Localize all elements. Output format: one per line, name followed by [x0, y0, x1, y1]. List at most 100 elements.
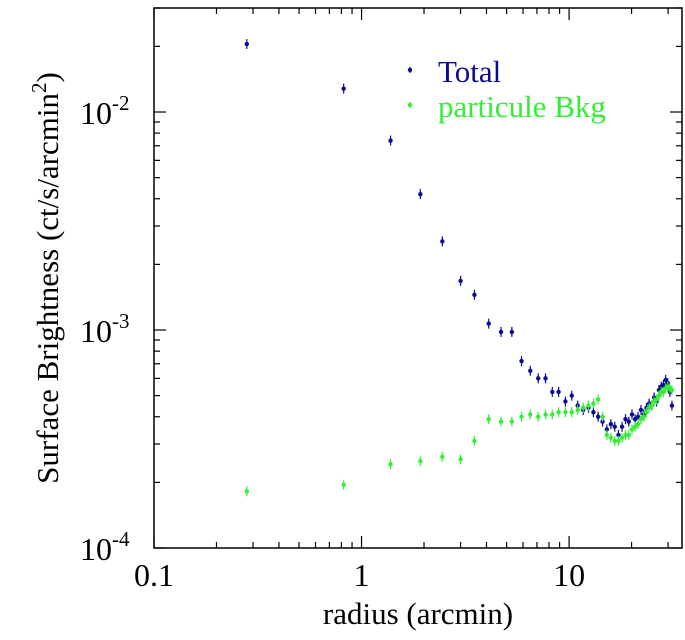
- data-point: [536, 414, 541, 419]
- data-point: [472, 292, 477, 298]
- legend-label-total: Total: [438, 54, 501, 89]
- data-point: [418, 191, 423, 197]
- legend-entry-total: Total: [407, 54, 501, 89]
- data-point: [591, 401, 596, 406]
- y-axis-title-exponent: 2: [27, 82, 51, 93]
- data-point: [623, 432, 628, 438]
- data-point: [498, 419, 504, 424]
- x-tick-label: 1: [354, 557, 370, 593]
- data-point: [440, 239, 445, 244]
- data-point: [486, 321, 491, 326]
- data-point: [581, 405, 586, 410]
- data-point: [440, 454, 445, 460]
- data-point: [536, 376, 541, 381]
- axis-ticks: [153, 7, 682, 549]
- data-point: [569, 409, 574, 415]
- data-point: [543, 412, 548, 417]
- data-point: [669, 387, 675, 393]
- data-point: [649, 403, 654, 408]
- data-point: [244, 41, 250, 47]
- data-point: [486, 416, 491, 422]
- data-point: [604, 432, 610, 438]
- legend-label-particule-bkg: particule Bkg: [438, 89, 606, 124]
- y-tick-label: 10-3: [80, 309, 130, 349]
- data-point: [632, 416, 638, 422]
- data-point: [612, 438, 617, 444]
- data-point: [600, 414, 605, 419]
- data-point: [616, 438, 621, 444]
- data-point: [528, 412, 533, 417]
- data-point: [644, 409, 649, 415]
- legend: Total particule Bkg: [407, 54, 606, 124]
- data-point: [472, 438, 477, 444]
- data-point: [635, 414, 641, 419]
- data-point: [341, 482, 346, 487]
- data-point: [604, 427, 610, 432]
- data-point: [509, 419, 515, 424]
- x-axis-title: radius (arcmin): [323, 596, 513, 631]
- data-point: [638, 407, 644, 413]
- data-point: [591, 409, 596, 415]
- data-point: [563, 409, 568, 415]
- data-point: [641, 414, 646, 419]
- data-point: [635, 421, 641, 427]
- data-point: [575, 407, 580, 413]
- data-point: [458, 457, 463, 462]
- data-point: [619, 435, 625, 441]
- y-tick-label-base: 10: [80, 531, 112, 567]
- data-point: [619, 424, 625, 429]
- data-point: [519, 358, 524, 364]
- y-tick-label: 10-4: [80, 527, 130, 567]
- data-point: [669, 403, 675, 408]
- data-point: [550, 412, 555, 417]
- series-particule-bkg: [244, 381, 675, 497]
- data-point: [341, 86, 346, 91]
- y-axis-title-main: Surface Brightness (ct/s/arcmin: [30, 93, 65, 484]
- data-point: [626, 432, 632, 438]
- data-point: [498, 329, 504, 335]
- data-point: [632, 424, 638, 429]
- data-point: [458, 278, 463, 284]
- data-point: [244, 489, 250, 494]
- x-tick-label: 10: [553, 557, 585, 593]
- data-point: [550, 389, 555, 395]
- legend-entry-particule-bkg: particule Bkg: [407, 89, 606, 124]
- data-point: [608, 435, 614, 441]
- y-tick-label-exponent: -4: [112, 527, 130, 551]
- data-point: [629, 427, 635, 432]
- data-point: [608, 421, 614, 427]
- data-point: [519, 414, 524, 419]
- x-tick-label: 0.1: [134, 557, 174, 593]
- data-point: [629, 412, 635, 417]
- data-point: [388, 462, 393, 467]
- data-series: [244, 39, 675, 497]
- data-point: [509, 329, 515, 335]
- data-point: [595, 397, 601, 402]
- data-point: [616, 432, 621, 438]
- data-point: [418, 459, 423, 464]
- y-tick-label-base: 10: [80, 95, 112, 131]
- data-point: [661, 382, 666, 388]
- y-axis-title-suffix: ): [30, 72, 65, 82]
- data-point: [623, 416, 628, 422]
- data-point: [654, 397, 659, 402]
- y-axis-title: Surface Brightness (ct/s/arcmin2): [27, 72, 65, 484]
- data-point: [663, 377, 668, 383]
- data-point: [543, 376, 548, 381]
- plot-frame: [153, 7, 683, 549]
- data-point: [569, 393, 574, 398]
- data-point: [656, 393, 662, 398]
- y-tick-label-exponent: -2: [112, 91, 130, 115]
- data-point: [586, 403, 591, 408]
- data-point: [556, 409, 561, 415]
- data-point: [612, 424, 617, 429]
- y-tick-label-base: 10: [80, 313, 112, 349]
- data-point: [661, 389, 666, 395]
- y-tick-label-exponent: -3: [112, 309, 130, 333]
- data-point: [388, 138, 393, 143]
- data-point: [595, 414, 601, 419]
- data-point: [626, 419, 632, 424]
- data-point: [556, 389, 561, 395]
